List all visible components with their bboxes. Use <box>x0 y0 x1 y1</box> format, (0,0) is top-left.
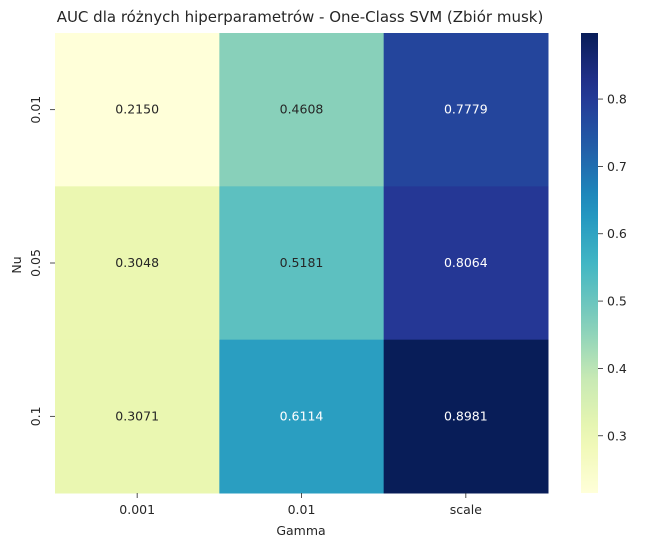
x-tick-label: 0.01 <box>288 502 316 517</box>
y-axis-ticks: 0.01 0.05 0.1 <box>28 96 55 426</box>
heatmap-cell <box>219 33 385 187</box>
heatmap-cells: 0.2150 0.4608 0.7779 0.3048 0.5181 0.8064 0.30… <box>55 33 549 494</box>
cell-value-label: 0.8981 <box>444 408 488 423</box>
cell-value-label: 0.3048 <box>115 255 159 270</box>
x-tick-label: scale <box>450 502 483 517</box>
colorbar-tick-label: 0.5 <box>607 294 627 309</box>
colorbar-tick-label: 0.8 <box>607 92 627 107</box>
colorbar-ticks: 0.3 0.4 0.5 0.6 0.7 0.8 <box>598 92 627 443</box>
colorbar-tick-label: 0.6 <box>607 226 627 241</box>
x-tick-label: 0.001 <box>119 502 155 517</box>
colorbar-tick-label: 0.4 <box>607 361 627 376</box>
heatmap-cell <box>55 33 220 187</box>
cell-value-label: 0.8064 <box>444 255 488 270</box>
heatmap-cell <box>383 33 549 187</box>
heatmap-cell <box>219 186 385 341</box>
heatmap-cell <box>55 339 220 494</box>
cell-value-label: 0.3071 <box>115 408 159 423</box>
x-axis-label: Gamma <box>276 523 325 538</box>
colorbar-tick-label: 0.3 <box>607 428 627 443</box>
y-tick-label: 0.01 <box>28 96 43 124</box>
colorbar-tick-label: 0.7 <box>607 159 627 174</box>
heatmap-cell <box>383 186 549 341</box>
y-tick-label: 0.1 <box>28 406 43 426</box>
chart-title: AUC dla różnych hiperparametrów - One-Cl… <box>57 8 544 26</box>
heatmap-cell <box>55 186 220 341</box>
cell-value-label: 0.2150 <box>115 102 159 117</box>
x-axis-ticks: 0.001 0.01 scale <box>119 493 482 517</box>
cell-value-label: 0.6114 <box>280 408 324 423</box>
colorbar <box>581 33 598 493</box>
heatmap-cell <box>383 339 549 494</box>
heatmap-cell <box>219 339 385 494</box>
cell-value-label: 0.7779 <box>444 102 488 117</box>
cell-value-label: 0.4608 <box>280 102 324 117</box>
y-tick-label: 0.05 <box>28 249 43 277</box>
cell-value-label: 0.5181 <box>280 255 324 270</box>
y-axis-label: Nu <box>9 256 24 273</box>
